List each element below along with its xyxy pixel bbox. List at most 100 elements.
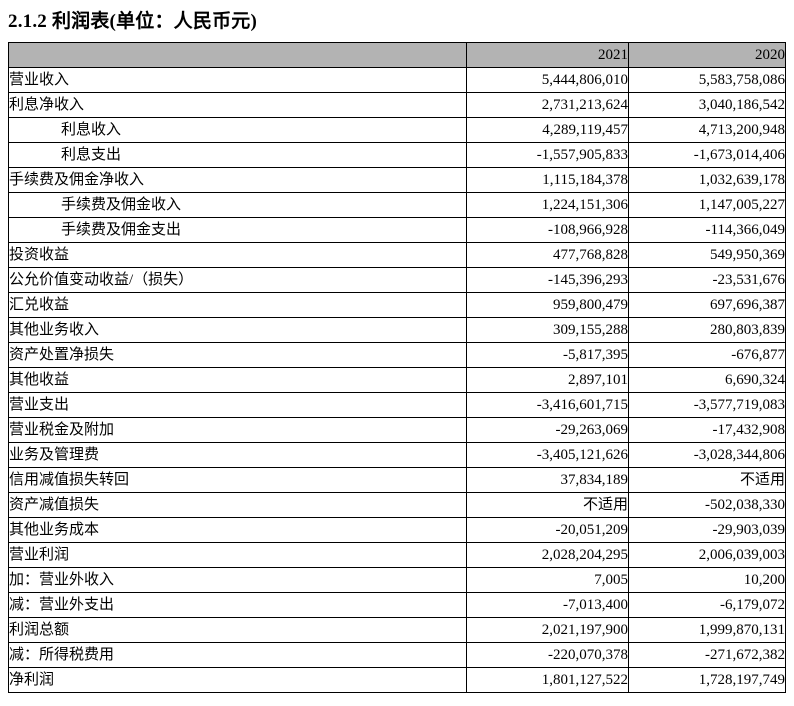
table-row: 公允价值变动收益/（损失） -145,396,293 -23,531,676 — [8, 267, 786, 293]
value-2020: -29,903,039 — [628, 517, 786, 543]
value-2021: 309,155,288 — [466, 317, 629, 343]
table-row: 净利润 1,801,127,522 1,728,197,749 — [8, 667, 786, 693]
value-2021: -145,396,293 — [466, 267, 629, 293]
table-row: 减：所得税费用 -220,070,378 -271,672,382 — [8, 642, 786, 668]
value-2021: -3,405,121,626 — [466, 442, 629, 468]
table-row: 资产处置净损失 -5,817,395 -676,877 — [8, 342, 786, 368]
value-2021: 1,801,127,522 — [466, 667, 629, 693]
value-2020: 1,147,005,227 — [628, 192, 786, 218]
value-2020: -1,673,014,406 — [628, 142, 786, 168]
row-label: 其他业务收入 — [8, 317, 467, 343]
table-row: 其他业务收入 309,155,288 280,803,839 — [8, 317, 786, 343]
table-row: 利息支出 -1,557,905,833 -1,673,014,406 — [8, 142, 786, 168]
row-label: 手续费及佣金净收入 — [8, 167, 467, 193]
value-2021: -3,416,601,715 — [466, 392, 629, 418]
table-row: 营业收入 5,444,806,010 5,583,758,086 — [8, 67, 786, 93]
value-2020: 280,803,839 — [628, 317, 786, 343]
value-2020: 1,999,870,131 — [628, 617, 786, 643]
table-row: 业务及管理费 -3,405,121,626 -3,028,344,806 — [8, 442, 786, 468]
header-corner-cell — [8, 42, 467, 68]
row-label: 利息支出 — [8, 142, 467, 168]
profit-table: 2021 2020 营业收入 5,444,806,010 5,583,758,0… — [8, 42, 786, 693]
value-2020: 5,583,758,086 — [628, 67, 786, 93]
value-2020: -114,366,049 — [628, 217, 786, 243]
row-label: 手续费及佣金收入 — [8, 192, 467, 218]
table-row: 手续费及佣金支出 -108,966,928 -114,366,049 — [8, 217, 786, 243]
table-row: 其他业务成本 -20,051,209 -29,903,039 — [8, 517, 786, 543]
value-2021: -1,557,905,833 — [466, 142, 629, 168]
row-label: 减：所得税费用 — [8, 642, 467, 668]
table-row: 减：营业外支出 -7,013,400 -6,179,072 — [8, 592, 786, 618]
value-2021: 7,005 — [466, 567, 629, 593]
row-label: 利润总额 — [8, 617, 467, 643]
row-label: 营业收入 — [8, 67, 467, 93]
value-2021: 37,834,189 — [466, 467, 629, 493]
value-2020: 1,032,639,178 — [628, 167, 786, 193]
table-row: 投资收益 477,768,828 549,950,369 — [8, 242, 786, 268]
table-row: 其他收益 2,897,101 6,690,324 — [8, 367, 786, 393]
table-row: 汇兑收益 959,800,479 697,696,387 — [8, 292, 786, 318]
row-label: 营业支出 — [8, 392, 467, 418]
value-2021: -5,817,395 — [466, 342, 629, 368]
table-row: 营业支出 -3,416,601,715 -3,577,719,083 — [8, 392, 786, 418]
row-label: 投资收益 — [8, 242, 467, 268]
table-row: 资产减值损失 不适用 -502,038,330 — [8, 492, 786, 518]
table-row: 营业税金及附加 -29,263,069 -17,432,908 — [8, 417, 786, 443]
row-label: 加：营业外收入 — [8, 567, 467, 593]
value-2020: 4,713,200,948 — [628, 117, 786, 143]
value-2021: 1,115,184,378 — [466, 167, 629, 193]
row-label: 业务及管理费 — [8, 442, 467, 468]
table-row: 利息净收入 2,731,213,624 3,040,186,542 — [8, 92, 786, 118]
row-label: 公允价值变动收益/（损失） — [8, 267, 467, 293]
value-2021: 1,224,151,306 — [466, 192, 629, 218]
value-2021: 2,731,213,624 — [466, 92, 629, 118]
value-2021: 2,028,204,295 — [466, 542, 629, 568]
row-label: 信用减值损失转回 — [8, 467, 467, 493]
row-label: 资产处置净损失 — [8, 342, 467, 368]
table-row: 营业利润 2,028,204,295 2,006,039,003 — [8, 542, 786, 568]
value-2021: 4,289,119,457 — [466, 117, 629, 143]
table-row: 利息收入 4,289,119,457 4,713,200,948 — [8, 117, 786, 143]
row-label: 其他业务成本 — [8, 517, 467, 543]
row-label: 利息收入 — [8, 117, 467, 143]
table-row: 信用减值损失转回 37,834,189 不适用 — [8, 467, 786, 493]
value-2021: 477,768,828 — [466, 242, 629, 268]
value-2021: -108,966,928 — [466, 217, 629, 243]
row-label: 汇兑收益 — [8, 292, 467, 318]
value-2020: 10,200 — [628, 567, 786, 593]
value-2021: 5,444,806,010 — [466, 67, 629, 93]
header-row: 2021 2020 — [8, 42, 786, 68]
row-label: 其他收益 — [8, 367, 467, 393]
value-2021: 不适用 — [466, 492, 629, 518]
row-label: 减：营业外支出 — [8, 592, 467, 618]
row-label: 营业利润 — [8, 542, 467, 568]
table-row: 加：营业外收入 7,005 10,200 — [8, 567, 786, 593]
value-2020: 6,690,324 — [628, 367, 786, 393]
value-2020: 697,696,387 — [628, 292, 786, 318]
value-2020: -3,577,719,083 — [628, 392, 786, 418]
value-2021: -20,051,209 — [466, 517, 629, 543]
value-2020: 549,950,369 — [628, 242, 786, 268]
value-2020: 2,006,039,003 — [628, 542, 786, 568]
header-year-2021: 2021 — [466, 42, 629, 68]
row-label: 营业税金及附加 — [8, 417, 467, 443]
table-row: 利润总额 2,021,197,900 1,999,870,131 — [8, 617, 786, 643]
value-2020: -23,531,676 — [628, 267, 786, 293]
value-2021: -220,070,378 — [466, 642, 629, 668]
value-2020: 不适用 — [628, 467, 786, 493]
row-label: 资产减值损失 — [8, 492, 467, 518]
header-year-2020: 2020 — [628, 42, 786, 68]
value-2020: -3,028,344,806 — [628, 442, 786, 468]
value-2020: 1,728,197,749 — [628, 667, 786, 693]
value-2020: -17,432,908 — [628, 417, 786, 443]
table-body: 营业收入 5,444,806,010 5,583,758,086 利息净收入 2… — [8, 67, 786, 693]
value-2020: 3,040,186,542 — [628, 92, 786, 118]
table-row: 手续费及佣金净收入 1,115,184,378 1,032,639,178 — [8, 167, 786, 193]
value-2021: 2,897,101 — [466, 367, 629, 393]
table-row: 手续费及佣金收入 1,224,151,306 1,147,005,227 — [8, 192, 786, 218]
page-title: 2.1.2 利润表(单位：人民币元) — [8, 11, 258, 32]
row-label: 手续费及佣金支出 — [8, 217, 467, 243]
value-2020: -271,672,382 — [628, 642, 786, 668]
value-2021: 959,800,479 — [466, 292, 629, 318]
